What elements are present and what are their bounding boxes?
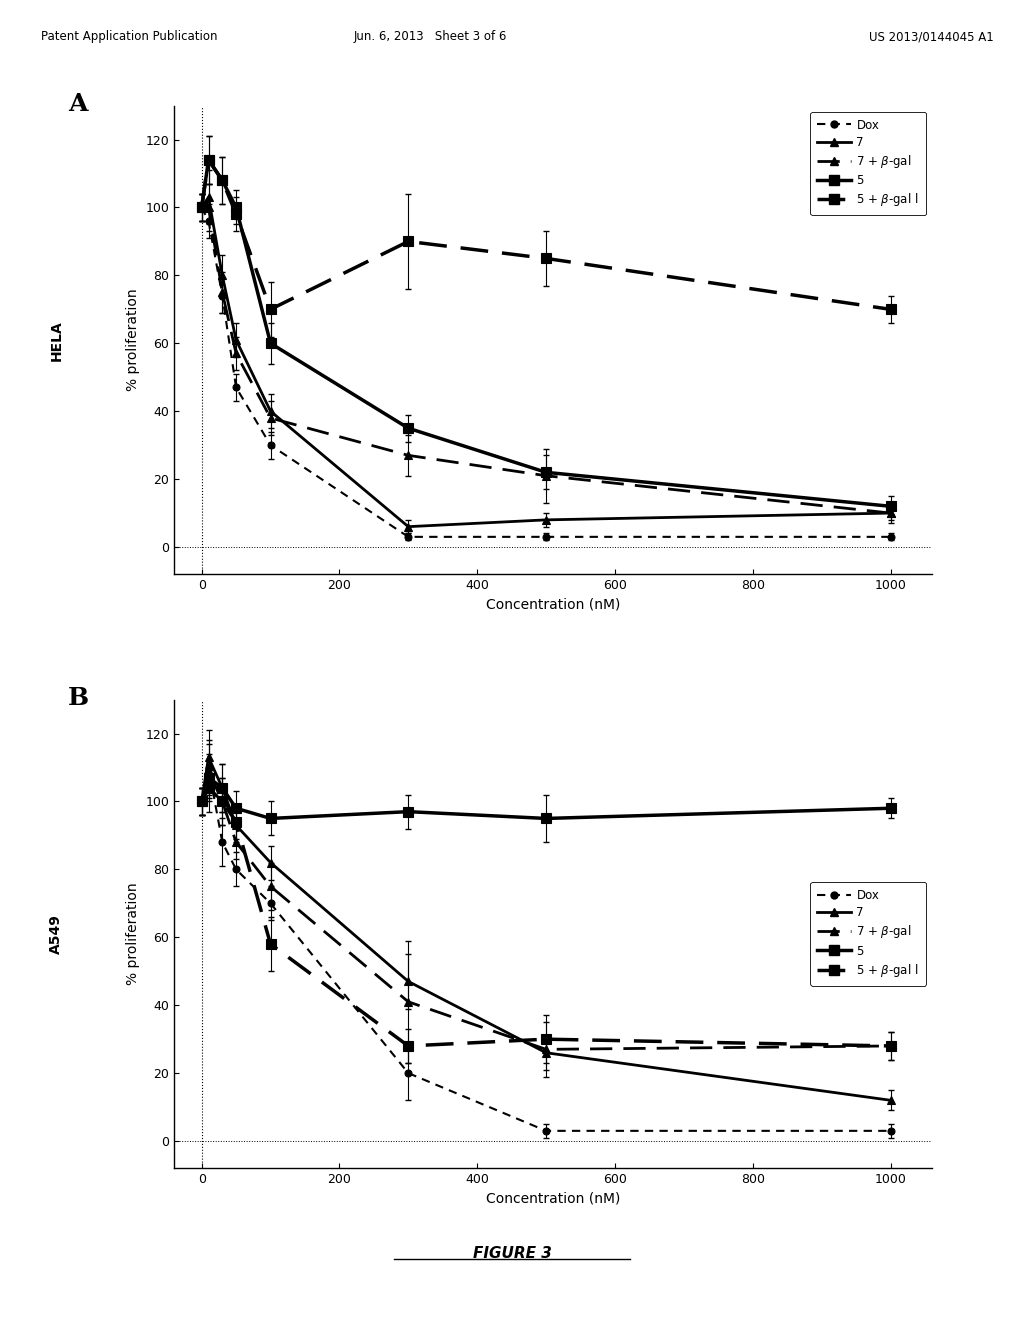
Legend: Dox, 7, 7 + $\beta$-gal, 5, 5 + $\beta$-gal l: Dox, 7, 7 + $\beta$-gal, 5, 5 + $\beta$-… (810, 882, 926, 986)
Text: HELA: HELA (49, 321, 63, 360)
Text: A: A (68, 91, 87, 116)
Y-axis label: % proliferation: % proliferation (126, 289, 140, 391)
Text: B: B (68, 685, 89, 710)
Text: Patent Application Publication: Patent Application Publication (41, 30, 217, 44)
Text: FIGURE 3: FIGURE 3 (472, 1246, 552, 1262)
Y-axis label: % proliferation: % proliferation (126, 883, 140, 985)
Text: Jun. 6, 2013   Sheet 3 of 6: Jun. 6, 2013 Sheet 3 of 6 (353, 30, 507, 44)
Text: A549: A549 (49, 915, 63, 954)
Text: US 2013/0144045 A1: US 2013/0144045 A1 (868, 30, 993, 44)
X-axis label: Concentration (nM): Concentration (nM) (485, 1192, 621, 1205)
Legend: Dox, 7, 7 + $\beta$-gal, 5, 5 + $\beta$-gal l: Dox, 7, 7 + $\beta$-gal, 5, 5 + $\beta$-… (810, 111, 926, 215)
X-axis label: Concentration (nM): Concentration (nM) (485, 598, 621, 611)
